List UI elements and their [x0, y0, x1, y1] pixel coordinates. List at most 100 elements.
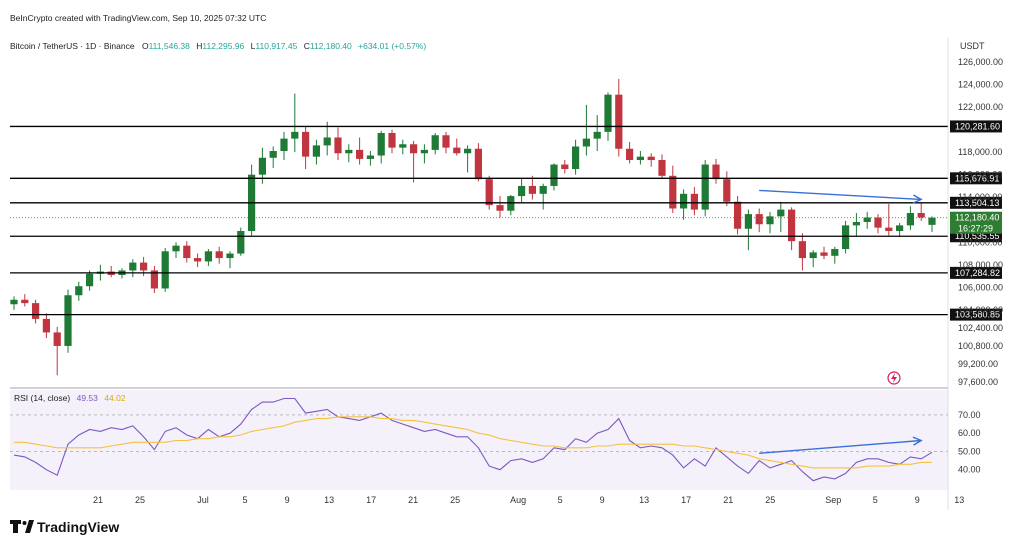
open-value: 111,546.38	[149, 41, 191, 51]
rsi-value: 49.53	[77, 393, 99, 403]
candle-body	[626, 148, 634, 161]
high-value: 112,295.96	[202, 41, 244, 51]
level-label: 107,284.82	[955, 268, 1000, 278]
divergence-arrow-head	[912, 194, 923, 204]
candle-body	[831, 249, 839, 256]
candle-body	[669, 175, 677, 209]
price-axis: 126,000.00 124,000.00 122,000.00 118,000.00…	[958, 57, 1003, 387]
price-tick-label: 124,000.00	[958, 80, 1003, 90]
current-price-value: 112,180.40	[955, 213, 999, 223]
candle-body	[21, 299, 29, 304]
candle-body	[928, 217, 936, 225]
candle-body	[464, 148, 472, 154]
candle-body	[777, 209, 785, 217]
attribution-text: BeInCrypto created with TradingView.com,…	[10, 13, 266, 23]
date-tick-label: 25	[450, 495, 460, 505]
level-label: 110,535.55	[955, 231, 999, 241]
price-tick-label: 106,000.00	[958, 282, 1003, 292]
candle-body	[269, 151, 277, 158]
high-label: H	[196, 41, 202, 51]
candle-body	[204, 251, 212, 262]
price-tick-label: 126,000.00	[958, 57, 1003, 67]
candle-body	[150, 270, 158, 289]
candle-body	[172, 245, 180, 252]
date-tick-label: 9	[915, 495, 920, 505]
candle-body	[874, 217, 882, 228]
candle-body	[636, 156, 644, 161]
candle-body	[809, 252, 817, 259]
candle-body	[377, 132, 385, 156]
date-tick-label: 21	[93, 495, 103, 505]
date-tick-label: 9	[600, 495, 605, 505]
candle-body	[518, 185, 526, 197]
date-tick-label: 13	[954, 495, 964, 505]
level-label-box	[950, 308, 1002, 321]
candle-layer	[10, 78, 936, 376]
candle-body	[539, 185, 547, 194]
candle-body	[690, 193, 698, 210]
countdown-value: 16:27:29	[958, 224, 993, 234]
candle-body	[680, 193, 688, 209]
level-label: 120,281.60	[955, 121, 1000, 131]
rsi-tick-label: 70.00	[958, 410, 981, 420]
rsi-tick-label: 50.00	[958, 446, 981, 456]
candle-body	[194, 258, 202, 262]
candle-body	[86, 273, 94, 287]
rsi-layer	[10, 397, 948, 482]
candle-body	[366, 155, 374, 159]
candle-body	[615, 94, 623, 149]
candle-body	[712, 164, 720, 180]
rsi-ma-line	[14, 416, 932, 469]
currency-label: USDT	[960, 41, 985, 51]
divergence-arrow-line	[759, 439, 922, 454]
candle-body	[755, 214, 763, 225]
candle-body	[528, 185, 536, 194]
logo-text: TradingView	[37, 519, 119, 535]
date-tick-label: 25	[135, 495, 145, 505]
price-tick-label: 110,000.00	[958, 237, 1002, 247]
candle-body	[734, 201, 742, 229]
candle-body	[161, 251, 169, 289]
rsi-label: RSI (14, close)	[14, 393, 70, 403]
candle-body	[863, 217, 871, 222]
price-tick-label: 118,000.00	[958, 147, 1002, 157]
change-value: +634.01 (+0.57%)	[358, 41, 426, 51]
date-tick-label: Sep	[825, 495, 841, 505]
rsi-ma-value: 44.02	[104, 393, 126, 403]
candle-body	[896, 225, 904, 232]
date-tick-label: 21	[723, 495, 733, 505]
date-tick-label: Aug	[510, 495, 526, 505]
level-label: 115,676.91	[955, 173, 999, 183]
price-tick-label: 122,000.00	[958, 102, 1003, 112]
candle-body	[431, 135, 439, 150]
date-tick-label: 25	[765, 495, 775, 505]
date-axis: 21 25 Jul 5 9 13 17 21 25 Aug 5 9 13 17 21 25 Sep 5 9 13	[93, 495, 964, 505]
candle-body	[345, 149, 353, 154]
candle-body	[701, 164, 709, 210]
candle-body	[215, 251, 223, 259]
candle-body	[572, 146, 580, 170]
price-tick-label: 114,000.00	[958, 192, 1002, 202]
candle-body	[582, 138, 590, 147]
candle-body	[258, 157, 266, 175]
price-tick-label: 97,600.00	[958, 377, 998, 387]
rsi-legend: RSI (14, close) 49.53 44.02	[14, 393, 126, 403]
date-tick-label: 13	[324, 495, 334, 505]
candle-body	[334, 137, 342, 154]
symbol-ohlc-line: Bitcoin / TetherUS · 1D · Binance O111,5…	[10, 41, 426, 51]
price-tick-label: 104,000.00	[958, 305, 1003, 315]
lightning-icon[interactable]	[887, 371, 901, 385]
date-tick-label: 5	[873, 495, 878, 505]
candle-body	[820, 252, 828, 256]
date-tick-label: 21	[408, 495, 418, 505]
candle-body	[723, 179, 731, 202]
candle-body	[593, 131, 601, 139]
candle-body	[766, 216, 774, 225]
candle-body	[604, 94, 612, 132]
level-label-box	[950, 120, 1002, 133]
candle-body	[658, 160, 666, 176]
level-label-box	[950, 172, 1002, 185]
price-tick-label: 100,800.00	[958, 341, 1003, 351]
level-label: 103,580.85	[955, 310, 1000, 320]
